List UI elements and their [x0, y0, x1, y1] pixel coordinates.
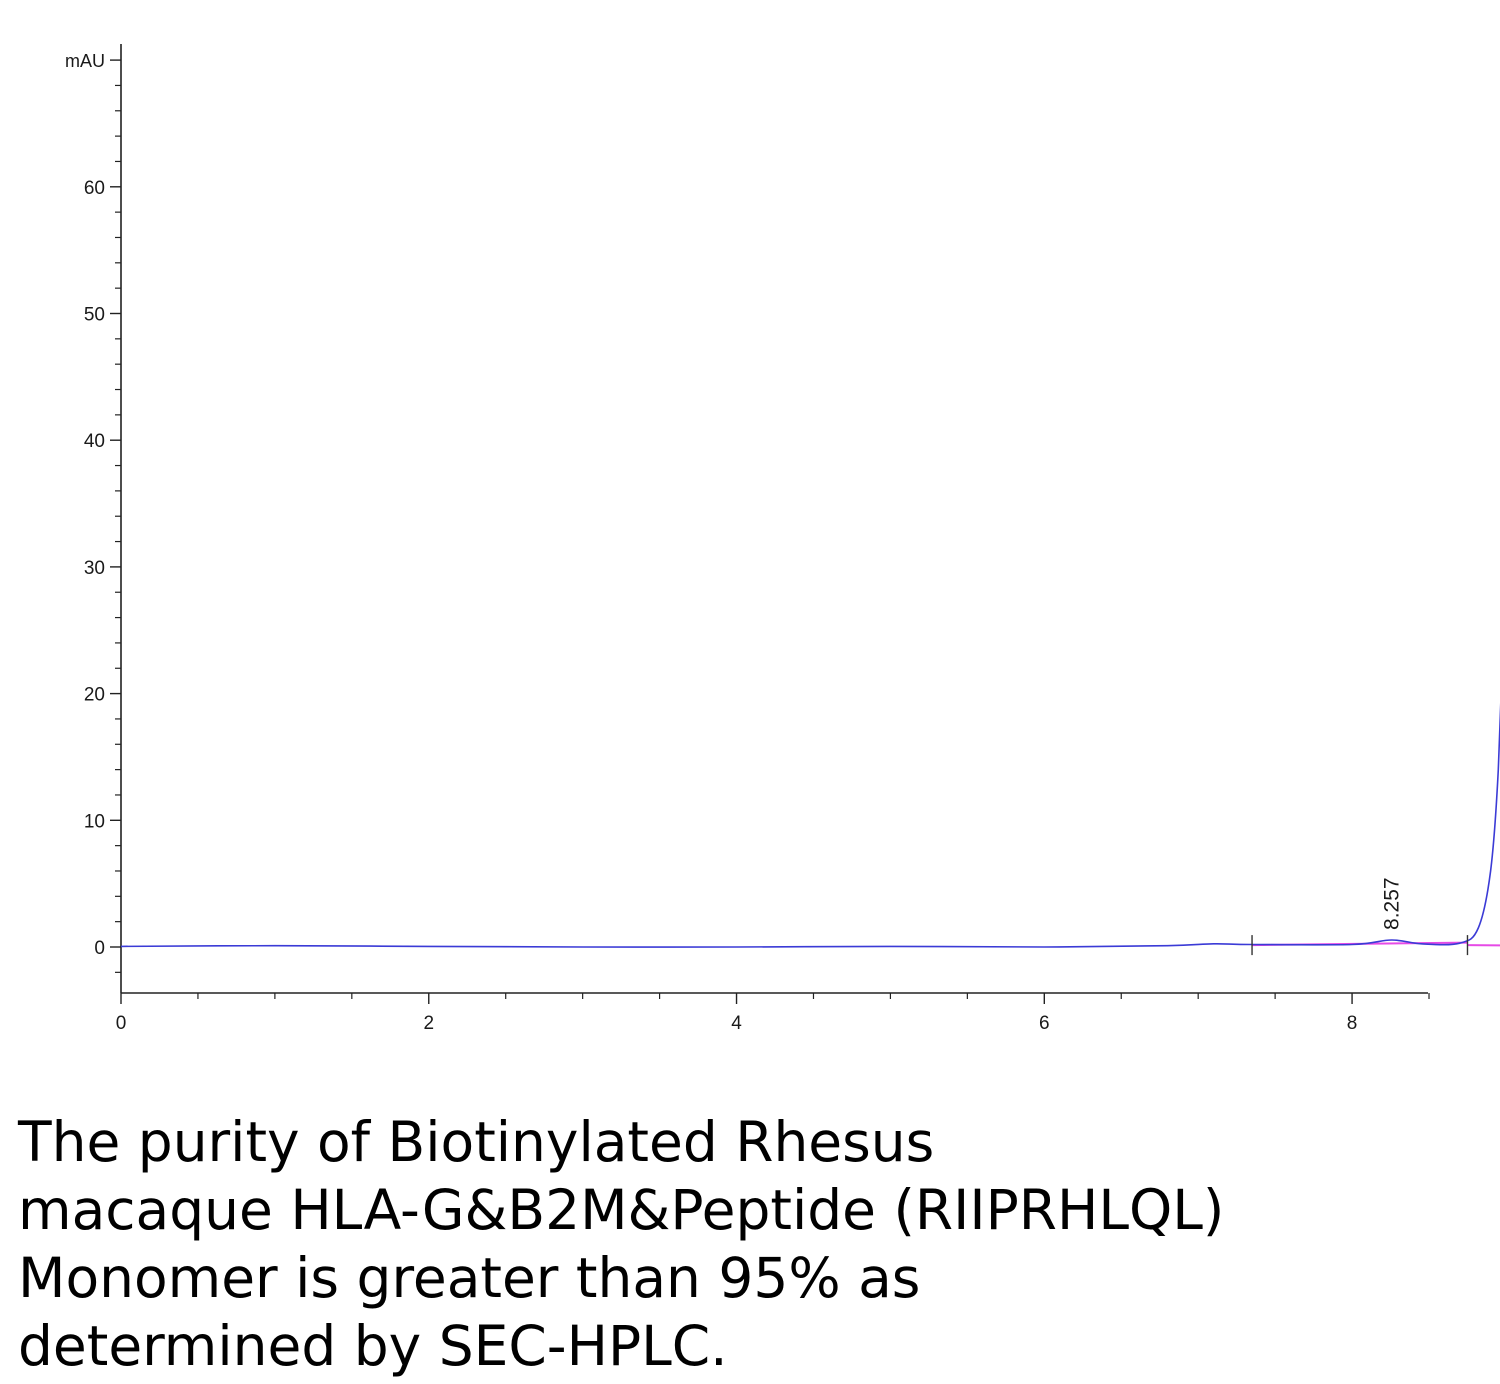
x-tick-label: 0	[116, 1013, 127, 1034]
chromatogram-trace	[120, 712, 1500, 948]
caption-line-2: macaque HLA-G&B2M&Peptide (RIIPRHLQL)	[18, 1178, 1225, 1242]
integration-baseline	[1467, 944, 1500, 947]
caption-line-4: determined by SEC-HPLC.	[18, 1314, 728, 1378]
x-tick-label: 8	[1347, 1013, 1358, 1034]
y-axis-label: mAU	[65, 51, 105, 71]
y-tick-label: 0	[94, 938, 105, 959]
caption-line-3: Monomer is greater than 95% as	[18, 1246, 921, 1310]
chromatogram-series	[120, 712, 1500, 948]
x-axis: 02468101214min	[116, 992, 1430, 1034]
y-tick-label: 20	[84, 685, 105, 706]
peak-label: 8.257	[1381, 877, 1404, 930]
y-axis: 0 10 20 30 40 50 60 mAU	[65, 44, 122, 993]
y-tick-label: 10	[84, 811, 105, 832]
caption-line-1: The purity of Biotinylated Rhesus	[18, 1110, 935, 1174]
y-tick-label: 30	[84, 558, 105, 579]
peak-markers	[1251, 935, 1469, 956]
y-tick-label: 60	[84, 178, 105, 199]
x-tick-label: 2	[423, 1013, 434, 1034]
x-tick-label: 6	[1039, 1013, 1050, 1034]
x-tick-label: 4	[731, 1013, 742, 1034]
y-tick-label: 40	[84, 431, 105, 452]
y-tick-label: 50	[84, 305, 105, 326]
peak-annotations: 8.2579.112	[1381, 877, 1404, 930]
figure-caption: The purity of Biotinylated Rhesus macaqu…	[18, 1108, 1478, 1380]
